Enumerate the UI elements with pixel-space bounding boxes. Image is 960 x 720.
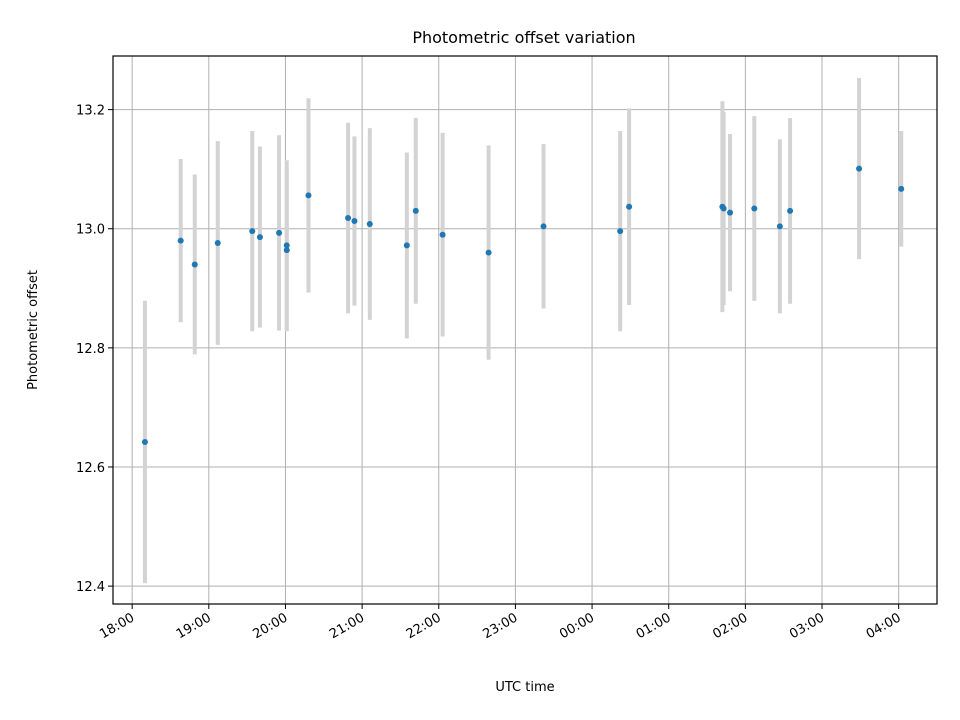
plot-frame [112,55,938,605]
data-point [191,261,198,268]
data-point [720,205,727,212]
y-axis-label: Photometric offset [26,270,41,390]
data-point [898,185,905,192]
data-point [485,249,492,256]
data-point [787,207,794,214]
x-axis-ticks: 18:00 19:00 20:00 21:00 22:00 23:00 00:00 01:00… [97,604,904,642]
data-points [141,165,905,445]
x-tick-label: 21:00 [327,610,367,642]
y-tick-label: 13.2 [76,104,105,119]
x-tick-label: 20:00 [251,610,291,642]
data-point [626,203,633,210]
data-point [403,242,410,249]
y-tick-label: 12.4 [76,580,105,595]
data-point [617,228,624,235]
data-point [540,223,547,230]
grid [113,56,937,604]
data-point [214,240,221,247]
x-tick-label: 03:00 [787,610,827,642]
data-point [751,205,758,212]
data-point [351,217,358,224]
data-point [439,231,446,238]
data-point [283,247,290,254]
data-point [249,228,256,235]
data-point [283,242,290,249]
x-tick-label: 02:00 [710,610,750,642]
y-tick-label: 12.6 [76,461,105,476]
data-point [412,207,419,214]
data-point [141,438,148,445]
x-tick-label: 04:00 [864,610,904,642]
data-point [177,237,184,244]
data-point [727,209,734,216]
x-tick-label: 01:00 [634,610,674,642]
data-point [256,234,263,241]
x-tick-label: 19:00 [174,610,214,642]
data-point [276,229,283,236]
x-tick-label: 22:00 [404,610,444,642]
data-point [776,223,783,230]
y-tick-label: 12.8 [76,342,105,357]
chart-title: Photometric offset variation [412,28,635,47]
x-axis-label: UTC time [495,680,554,695]
data-point [856,165,863,172]
x-tick-label: 00:00 [557,610,597,642]
x-tick-label: 18:00 [97,610,137,642]
data-point [366,220,373,227]
y-tick-label: 13.0 [76,223,105,238]
x-tick-label: 23:00 [480,610,520,642]
data-point [345,215,352,222]
data-point [305,192,312,199]
error-bars [142,78,904,584]
y-axis-ticks: 12.4 12.6 12.8 13.0 13.2 [76,104,113,595]
